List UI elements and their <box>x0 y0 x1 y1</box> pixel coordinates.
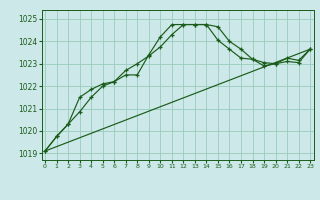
Text: Graphe pression niveau de la mer (hPa): Graphe pression niveau de la mer (hPa) <box>58 184 262 193</box>
